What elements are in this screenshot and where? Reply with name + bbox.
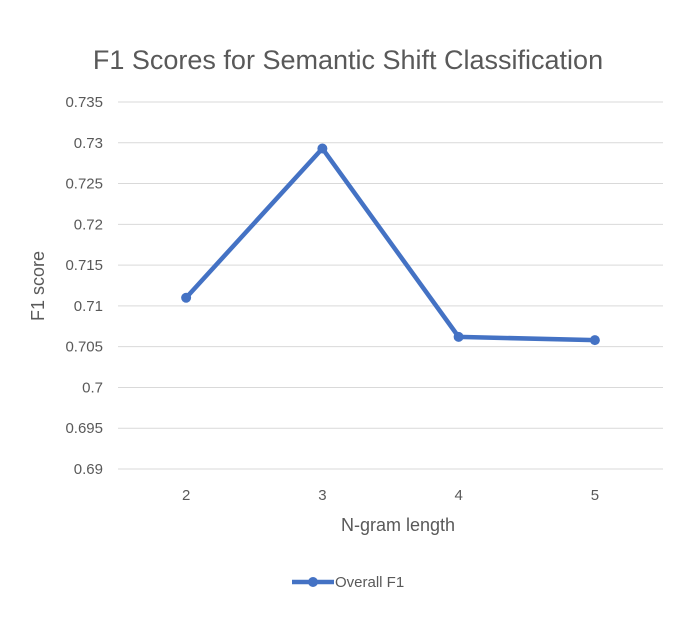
x-axis-tick-labels: 2 3 4 5 [182,487,599,504]
legend-label: Overall F1 [335,574,404,591]
y-tick-label: 0.69 [74,461,103,478]
y-tick-label: 0.725 [65,176,103,193]
y-tick-label: 0.7 [82,379,103,396]
x-tick-label: 2 [182,487,190,504]
x-tick-label: 4 [454,487,462,504]
series-group [181,143,600,346]
chart-title: F1 Scores for Semantic Shift Classificat… [93,45,603,75]
legend: Overall F1 [292,574,404,591]
y-tick-label: 0.715 [65,257,103,274]
data-point [317,143,328,154]
legend-marker [308,577,318,587]
series-line [183,146,598,343]
data-point [181,292,192,303]
x-tick-label: 3 [318,487,326,504]
y-tick-label: 0.735 [65,94,103,111]
y-tick-label: 0.71 [74,298,103,315]
x-axis-title: N-gram length [341,515,455,535]
y-axis-tick-labels: 0.69 0.695 0.7 0.705 0.71 0.715 0.72 0.725 0.73 0… [65,94,103,478]
y-axis-title: F1 score [28,251,48,321]
y-tick-label: 0.705 [65,339,103,356]
data-point [589,335,600,346]
y-tick-label: 0.695 [65,420,103,437]
y-tick-label: 0.72 [74,216,103,233]
x-tick-label: 5 [591,487,599,504]
y-tick-label: 0.73 [74,135,103,152]
gridlines [118,101,663,470]
data-point [453,331,464,342]
